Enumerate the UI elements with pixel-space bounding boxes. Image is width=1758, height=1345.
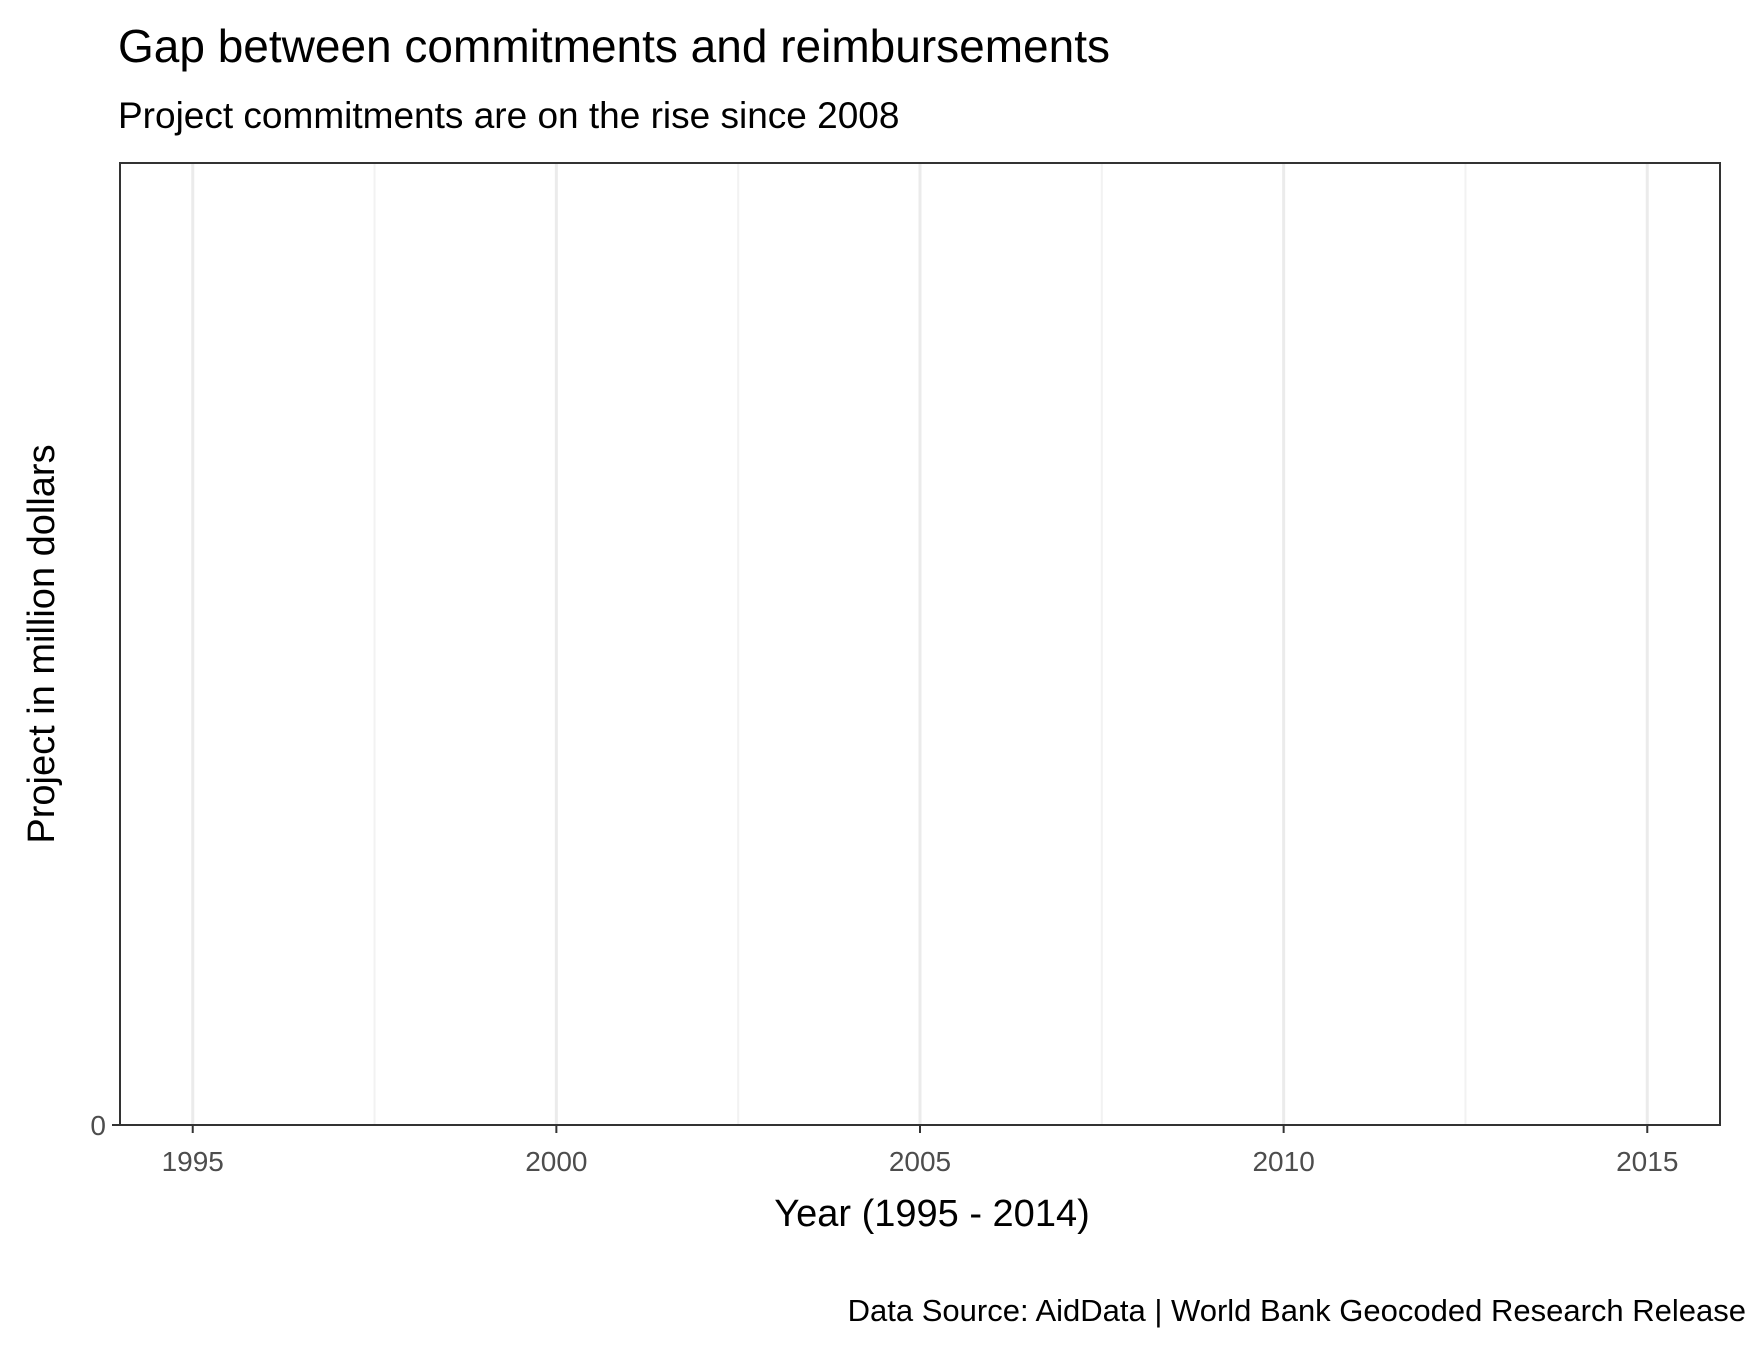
y-tick-label: 0 <box>90 1110 106 1141</box>
x-tick-label: 2005 <box>889 1146 951 1177</box>
ticks-layer: 1995 2000 2005 2010 2015 0 <box>90 1110 1678 1177</box>
y-axis-title: Project in million dollars <box>21 444 63 843</box>
x-tick-label: 1995 <box>162 1146 224 1177</box>
x-axis-title: Year (1995 - 2014) <box>774 1193 1090 1235</box>
x-tick-label: 2015 <box>1616 1146 1678 1177</box>
x-tick-label: 2010 <box>1252 1146 1314 1177</box>
chart-subtitle: Project commitments are on the rise sinc… <box>118 95 899 136</box>
chart-caption: Data Source: AidData | World Bank Geocod… <box>848 1293 1746 1328</box>
grid-layer <box>191 163 1649 1125</box>
x-tick-label: 2000 <box>525 1146 587 1177</box>
chart-title: Gap between commitments and reimbursemen… <box>118 20 1110 72</box>
